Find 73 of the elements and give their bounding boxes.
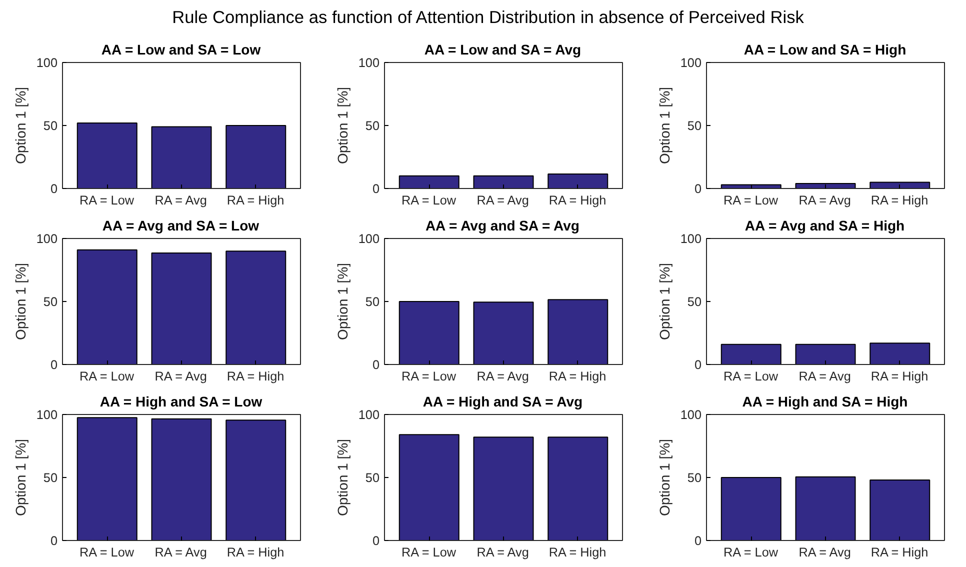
y-tick-label: 50 [43, 295, 58, 309]
y-axis-title: Option 1 [%] [334, 262, 350, 340]
x-tick-label: RA = Avg [476, 370, 529, 384]
y-tick-label: 100 [36, 56, 58, 70]
y-axis-title: Option 1 [%] [12, 438, 28, 516]
x-tick-label: RA = Low [402, 370, 457, 384]
y-axis-title: Option 1 [%] [12, 262, 28, 340]
y-tick-label: 50 [43, 471, 58, 485]
y-tick-label: 50 [687, 471, 702, 485]
y-tick-label: 100 [358, 408, 380, 422]
x-tick-label: RA = High [548, 194, 606, 208]
x-tick-label: RA = Avg [476, 546, 529, 560]
y-tick-label: 0 [372, 182, 380, 196]
x-tick-label: RA = Low [724, 546, 779, 560]
y-tick-label: 50 [43, 119, 58, 133]
chart-title: AA = Low and SA = Avg [424, 42, 582, 58]
x-tick-label: RA = Low [80, 546, 135, 560]
x-tick-label: RA = High [870, 194, 928, 208]
y-tick-label: 100 [680, 56, 702, 70]
y-tick-label: 0 [50, 534, 58, 548]
x-tick-label: RA = Low [402, 194, 457, 208]
x-tick-label: RA = High [226, 370, 284, 384]
x-tick-label: RA = Avg [476, 194, 529, 208]
y-tick-label: 100 [680, 232, 702, 246]
chart-title: AA = Low and SA = Low [101, 42, 261, 58]
y-tick-label: 100 [36, 232, 58, 246]
x-tick-label: RA = High [870, 370, 928, 384]
chart-title: AA = High and SA = Low [100, 394, 262, 410]
chart-title: AA = Low and SA = High [744, 42, 906, 58]
chart-title: AA = Avg and SA = Low [102, 218, 260, 234]
y-axis-title: Option 1 [%] [656, 438, 672, 516]
x-tick-label: RA = Avg [798, 546, 851, 560]
x-tick-label: RA = Low [724, 194, 779, 208]
y-tick-label: 100 [680, 408, 702, 422]
x-tick-label: RA = Low [724, 370, 779, 384]
chart-title: AA = Avg and SA = Avg [425, 218, 580, 234]
y-axis-title: Option 1 [%] [12, 86, 28, 164]
y-tick-label: 100 [36, 408, 58, 422]
x-tick-label: RA = High [548, 546, 606, 560]
y-tick-label: 100 [358, 56, 380, 70]
y-tick-label: 50 [365, 119, 380, 133]
chart-title: AA = High and SA = High [742, 394, 908, 410]
x-tick-label: RA = High [548, 370, 606, 384]
x-tick-label: RA = Avg [154, 194, 207, 208]
y-tick-label: 0 [694, 534, 702, 548]
x-tick-label: RA = Avg [798, 194, 851, 208]
y-tick-label: 0 [694, 358, 702, 372]
y-tick-label: 50 [687, 295, 702, 309]
x-tick-label: RA = Avg [154, 370, 207, 384]
x-tick-label: RA = Low [402, 546, 457, 560]
y-tick-label: 50 [687, 119, 702, 133]
x-tick-label: RA = High [870, 546, 928, 560]
y-tick-label: 0 [372, 534, 380, 548]
text: Rule Compliance as function of Attention Distribution in absence of Perceived Risk [172, 6, 804, 29]
chart-title: AA = Avg and SA = High [744, 218, 905, 234]
y-tick-label: 100 [358, 232, 380, 246]
y-tick-label: 0 [50, 182, 58, 196]
x-tick-label: RA = Low [80, 370, 135, 384]
x-tick-label: RA = Avg [798, 370, 851, 384]
x-tick-label: RA = Avg [154, 546, 207, 560]
y-axis-title: Option 1 [%] [334, 438, 350, 516]
x-tick-label: RA = High [226, 546, 284, 560]
y-axis-title: Option 1 [%] [334, 86, 350, 164]
x-tick-label: RA = Low [80, 194, 135, 208]
x-tick-label: RA = High [226, 194, 284, 208]
y-tick-label: 0 [50, 358, 58, 372]
y-tick-label: 0 [372, 358, 380, 372]
y-axis-title: Option 1 [%] [656, 262, 672, 340]
chart-title: AA = High and SA = Avg [422, 394, 583, 410]
y-tick-label: 50 [365, 295, 380, 309]
y-axis-title: Option 1 [%] [656, 86, 672, 164]
y-tick-label: 50 [365, 471, 380, 485]
y-tick-label: 0 [694, 182, 702, 196]
